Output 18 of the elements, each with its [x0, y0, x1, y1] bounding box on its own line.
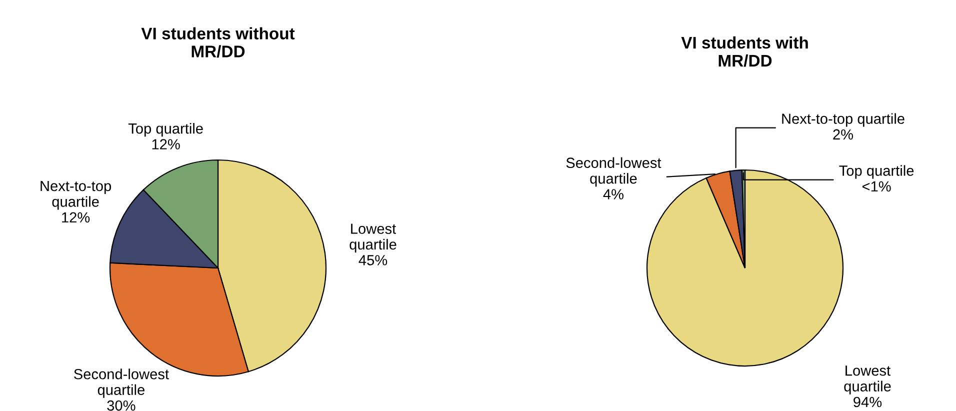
slice-label: Second-lowest quartile — [566, 157, 662, 187]
data-label: 2% — [833, 129, 854, 140]
slice-label: Lowest quartile — [844, 366, 891, 394]
chart-title: VI students without MR/DD — [141, 27, 295, 58]
data-label: 12% — [152, 139, 180, 150]
data-label: 12% — [62, 212, 90, 223]
data-label: 4% — [603, 189, 624, 200]
data-label: <1% — [862, 181, 891, 192]
slice-label: Top quartile — [839, 165, 914, 179]
data-label: 45% — [358, 255, 388, 266]
data-label: 94% — [854, 396, 882, 408]
slice-label: Lowest quartile — [350, 224, 396, 253]
slice-label: Next-to-top quartile — [40, 180, 112, 210]
chart-title: VI students with MR/DD — [681, 36, 808, 67]
slice-label: Second-lowest quartile — [74, 368, 169, 398]
data-label: 30% — [107, 400, 136, 411]
slice-label: Top quartile — [128, 123, 203, 137]
slice-label: Next-to-top quartile — [782, 113, 904, 127]
